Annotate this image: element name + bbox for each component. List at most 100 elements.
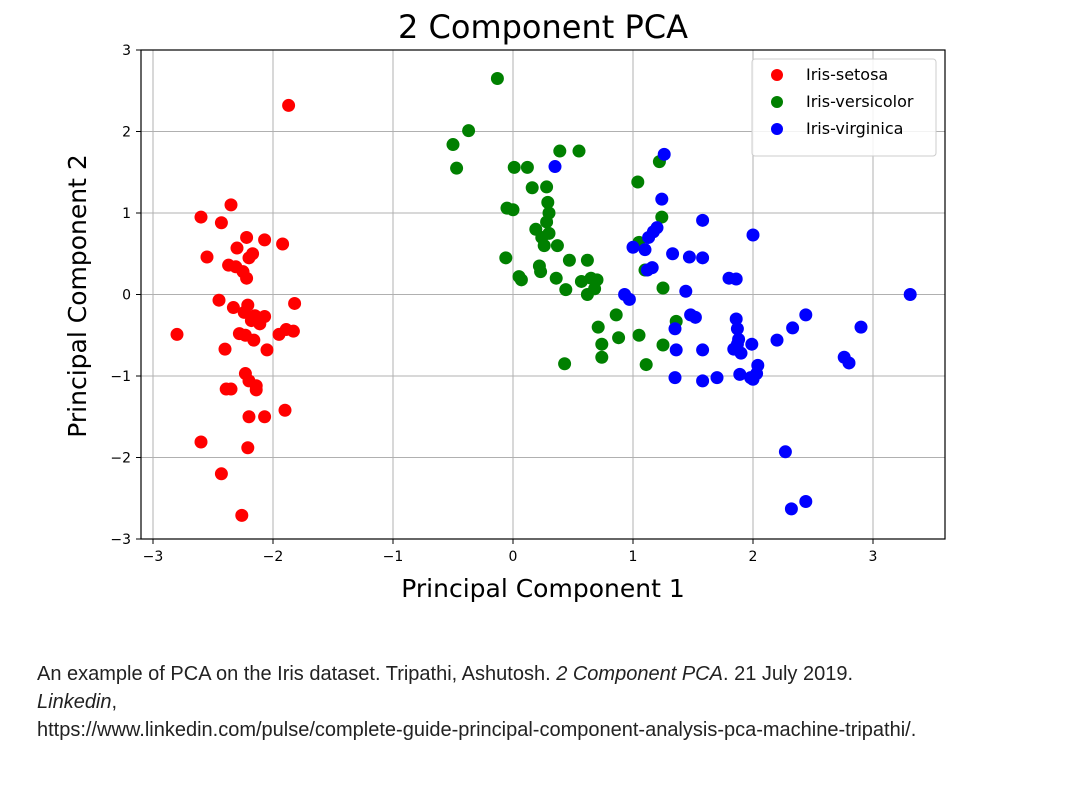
point-iris-virginica xyxy=(666,247,680,261)
point-iris-setosa xyxy=(212,293,226,307)
point-iris-setosa xyxy=(282,98,296,112)
point-iris-setosa xyxy=(253,317,267,331)
y-tick-label: 0 xyxy=(122,288,131,304)
y-tick-label: 3 xyxy=(122,43,131,59)
x-tick-label: 1 xyxy=(629,549,638,565)
x-axis-label: Principal Component 1 xyxy=(401,574,684,603)
point-iris-virginica xyxy=(778,445,792,459)
point-iris-setosa xyxy=(230,241,244,255)
caption-title: 2 Component PCA xyxy=(556,663,723,685)
point-iris-versicolor xyxy=(572,144,586,158)
point-iris-virginica xyxy=(638,243,652,257)
point-iris-setosa xyxy=(240,271,254,285)
point-iris-virginica xyxy=(799,495,813,509)
point-iris-virginica xyxy=(786,321,800,335)
point-iris-versicolor xyxy=(507,160,521,174)
x-tick-label: 0 xyxy=(509,549,518,565)
point-iris-versicolor xyxy=(631,175,645,189)
point-iris-versicolor xyxy=(534,265,548,279)
figure-caption: An example of PCA on the Iris dataset. T… xyxy=(37,660,1027,744)
point-iris-versicolor xyxy=(462,124,476,138)
legend-label: Iris-virginica xyxy=(806,119,903,138)
point-iris-versicolor xyxy=(562,253,576,267)
point-iris-versicolor xyxy=(550,239,564,253)
legend-label: Iris-setosa xyxy=(806,65,888,84)
point-iris-versicolor xyxy=(639,358,653,372)
point-iris-virginica xyxy=(854,320,868,334)
x-tick-label: 2 xyxy=(749,549,758,565)
point-iris-versicolor xyxy=(490,72,504,86)
point-iris-versicolor xyxy=(612,331,626,345)
point-iris-setosa xyxy=(241,441,255,455)
point-iris-virginica xyxy=(842,356,856,370)
point-iris-virginica xyxy=(622,292,636,306)
point-iris-virginica xyxy=(679,284,693,298)
point-iris-setosa xyxy=(272,327,286,341)
point-iris-versicolor xyxy=(656,281,670,295)
point-iris-virginica xyxy=(903,288,917,301)
chart-title: 2 Component PCA xyxy=(398,8,688,46)
point-iris-virginica xyxy=(642,230,656,244)
point-iris-setosa xyxy=(242,251,256,265)
point-iris-virginica xyxy=(548,160,562,174)
point-iris-virginica xyxy=(655,192,669,206)
point-iris-virginica xyxy=(746,228,760,242)
legend-marker xyxy=(771,69,783,81)
point-iris-versicolor xyxy=(632,328,646,342)
caption-text: An example of PCA on the Iris dataset. T… xyxy=(37,663,557,685)
point-iris-virginica xyxy=(688,310,702,324)
point-iris-versicolor xyxy=(655,210,669,224)
point-iris-virginica xyxy=(729,272,743,286)
point-iris-setosa xyxy=(214,216,228,230)
legend-label: Iris-versicolor xyxy=(806,92,914,111)
point-iris-setosa xyxy=(249,383,263,397)
point-iris-setosa xyxy=(200,250,214,264)
point-iris-setosa xyxy=(260,343,274,357)
point-iris-setosa xyxy=(226,301,240,315)
point-iris-setosa xyxy=(242,410,256,424)
point-iris-versicolor xyxy=(540,180,554,194)
point-iris-virginica xyxy=(733,367,747,381)
point-iris-versicolor xyxy=(591,320,605,334)
point-iris-setosa xyxy=(288,296,302,310)
point-iris-setosa xyxy=(224,198,238,212)
point-iris-setosa xyxy=(258,410,272,424)
point-iris-versicolor xyxy=(499,251,513,265)
x-tick-label: −2 xyxy=(263,549,284,565)
point-iris-versicolor xyxy=(553,144,567,158)
legend-marker xyxy=(771,123,783,135)
point-iris-setosa xyxy=(194,435,208,449)
x-tick-label: −3 xyxy=(143,549,164,565)
point-iris-virginica xyxy=(784,502,798,516)
point-iris-virginica xyxy=(799,308,813,322)
x-tick-label: −1 xyxy=(383,549,404,565)
point-iris-versicolor xyxy=(450,161,464,175)
point-iris-setosa xyxy=(278,403,292,417)
point-iris-versicolor xyxy=(514,273,528,287)
point-iris-setosa xyxy=(218,342,232,356)
point-iris-virginica xyxy=(696,251,710,265)
point-iris-versicolor xyxy=(540,215,554,229)
caption-url[interactable]: https://www.linkedin.com/pulse/complete-… xyxy=(37,719,917,741)
point-iris-versicolor xyxy=(656,338,670,352)
point-iris-virginica xyxy=(657,147,671,161)
point-iris-virginica xyxy=(696,374,710,388)
point-iris-versicolor xyxy=(580,253,594,267)
point-iris-virginica xyxy=(729,312,743,326)
legend: Iris-setosa Iris-versicolor Iris-virginica xyxy=(751,58,937,157)
caption-comma: , xyxy=(111,691,118,713)
point-iris-virginica xyxy=(669,343,683,357)
point-iris-setosa xyxy=(276,237,290,251)
point-iris-versicolor xyxy=(558,357,572,371)
point-iris-versicolor xyxy=(559,283,573,297)
point-iris-versicolor xyxy=(588,282,602,296)
point-iris-setosa xyxy=(247,333,261,347)
point-iris-virginica xyxy=(696,343,710,357)
point-iris-virginica xyxy=(710,371,724,385)
legend-box xyxy=(751,58,937,157)
y-tick-label: 1 xyxy=(122,206,131,222)
caption-date: . 21 July 2019. xyxy=(722,663,854,685)
y-axis-label: Principal Component 2 xyxy=(63,154,92,437)
point-iris-virginica xyxy=(668,371,682,385)
point-iris-versicolor xyxy=(506,203,520,217)
